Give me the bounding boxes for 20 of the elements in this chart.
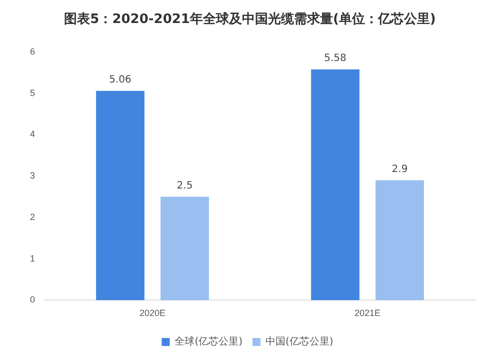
legend-label: 中国(亿芯公里) bbox=[266, 336, 334, 348]
bar bbox=[376, 180, 424, 300]
y-tick-label: 6 bbox=[30, 46, 36, 56]
bar bbox=[96, 90, 144, 300]
chart-title: 图表5：2020-2021年全球及中国光缆需求量(单位：亿芯公里) bbox=[63, 11, 437, 29]
x-tick-label: 2021E bbox=[354, 308, 381, 318]
y-tick-label: 5 bbox=[30, 88, 36, 98]
y-tick-label: 2 bbox=[30, 212, 36, 222]
data-label: 2.5 bbox=[176, 180, 193, 192]
bar bbox=[311, 69, 360, 300]
y-tick-label: 1 bbox=[30, 253, 36, 264]
y-tick-label: 0 bbox=[30, 294, 36, 305]
legend-label: 全球(亿芯公里) bbox=[174, 336, 243, 348]
data-label: 5.06 bbox=[109, 74, 132, 86]
y-tick-label: 4 bbox=[30, 129, 36, 140]
data-label: 5.58 bbox=[324, 52, 346, 64]
x-tick-label: 2020E bbox=[139, 308, 166, 318]
y-tick-label: 3 bbox=[30, 170, 36, 181]
bar bbox=[160, 196, 209, 300]
data-label: 2.9 bbox=[392, 164, 408, 175]
